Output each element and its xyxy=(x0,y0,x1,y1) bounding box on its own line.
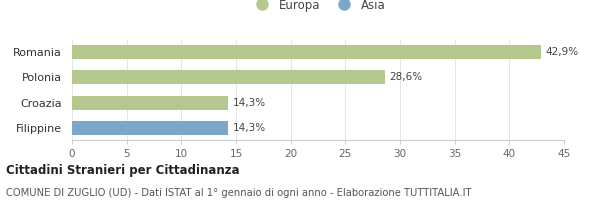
Text: 42,9%: 42,9% xyxy=(545,47,578,57)
Text: 28,6%: 28,6% xyxy=(389,72,422,82)
Text: Cittadini Stranieri per Cittadinanza: Cittadini Stranieri per Cittadinanza xyxy=(6,164,239,177)
Text: 14,3%: 14,3% xyxy=(233,123,266,133)
Text: 14,3%: 14,3% xyxy=(233,98,266,108)
Bar xyxy=(72,45,541,59)
Bar xyxy=(72,96,229,110)
Text: COMUNE DI ZUGLIO (UD) - Dati ISTAT al 1° gennaio di ogni anno - Elaborazione TUT: COMUNE DI ZUGLIO (UD) - Dati ISTAT al 1°… xyxy=(6,188,472,198)
Bar xyxy=(72,70,385,84)
Bar xyxy=(72,121,229,135)
Legend: Europa, Asia: Europa, Asia xyxy=(246,0,390,16)
